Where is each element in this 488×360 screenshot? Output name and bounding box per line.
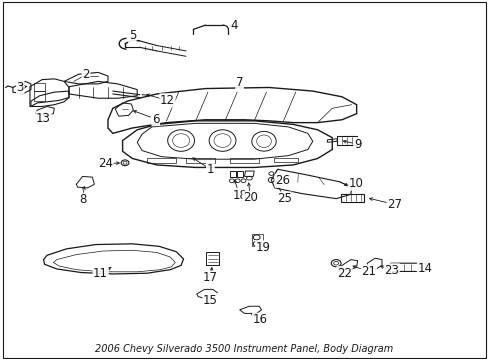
Text: 24: 24	[98, 157, 113, 170]
Text: 14: 14	[417, 262, 431, 275]
Text: 15: 15	[203, 294, 217, 307]
Text: 20: 20	[243, 192, 257, 204]
Text: 16: 16	[252, 313, 267, 327]
Text: 10: 10	[347, 177, 363, 190]
Text: 8: 8	[79, 193, 86, 206]
Text: 2006 Chevy Silverado 3500 Instrument Panel, Body Diagram: 2006 Chevy Silverado 3500 Instrument Pan…	[95, 343, 393, 354]
Text: 7: 7	[235, 76, 243, 89]
Text: 21: 21	[361, 265, 376, 278]
Text: 12: 12	[160, 94, 175, 107]
Text: 26: 26	[274, 174, 289, 187]
Text: 22: 22	[336, 267, 351, 280]
Text: 13: 13	[36, 112, 51, 125]
Text: 27: 27	[386, 198, 401, 211]
Text: 19: 19	[255, 241, 270, 254]
Text: 6: 6	[152, 113, 159, 126]
Text: 2: 2	[82, 68, 90, 81]
Text: 5: 5	[128, 29, 136, 42]
Text: 1: 1	[206, 163, 214, 176]
Text: 3: 3	[17, 81, 24, 94]
Text: 25: 25	[277, 192, 291, 205]
Text: 18: 18	[232, 189, 246, 202]
Text: 23: 23	[384, 264, 398, 277]
Text: 11: 11	[93, 267, 108, 280]
Text: 17: 17	[203, 271, 218, 284]
Text: 9: 9	[353, 138, 361, 150]
Text: 4: 4	[229, 19, 237, 32]
